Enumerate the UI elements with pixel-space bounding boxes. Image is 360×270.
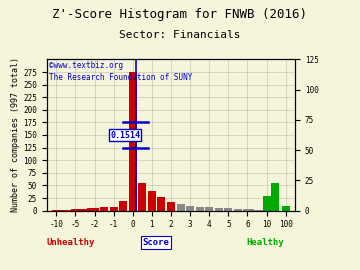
Bar: [91, 208, 99, 211]
Bar: [66, 210, 74, 211]
Bar: [60, 210, 68, 211]
Text: ©www.textbiz.org: ©www.textbiz.org: [49, 61, 123, 70]
Text: 0.1514: 0.1514: [110, 130, 140, 140]
Bar: [100, 207, 108, 211]
Bar: [205, 207, 213, 211]
Bar: [69, 210, 77, 211]
Bar: [110, 207, 118, 211]
Bar: [119, 201, 127, 211]
Text: Sector: Financials: Sector: Financials: [119, 30, 241, 40]
Bar: [138, 183, 147, 211]
Bar: [234, 209, 242, 211]
Bar: [75, 209, 83, 211]
Bar: [263, 208, 271, 211]
Bar: [129, 72, 137, 211]
Bar: [215, 208, 223, 211]
Bar: [282, 209, 290, 211]
Bar: [84, 209, 92, 211]
Text: Unhealthy: Unhealthy: [47, 238, 95, 247]
Bar: [271, 207, 279, 211]
Bar: [71, 209, 80, 211]
Bar: [255, 210, 264, 211]
Bar: [56, 210, 64, 211]
Bar: [251, 210, 258, 211]
Text: Score: Score: [143, 238, 170, 247]
Bar: [52, 210, 60, 211]
Bar: [282, 205, 290, 211]
Bar: [263, 207, 271, 211]
Bar: [186, 205, 194, 211]
Bar: [263, 197, 271, 211]
Bar: [68, 210, 76, 211]
Bar: [157, 197, 166, 211]
Bar: [81, 209, 89, 211]
Bar: [246, 209, 254, 211]
Bar: [253, 210, 261, 211]
Bar: [176, 204, 185, 211]
Bar: [248, 210, 256, 211]
Bar: [224, 208, 232, 211]
Bar: [271, 208, 279, 211]
Bar: [271, 183, 279, 211]
Bar: [263, 205, 271, 211]
Bar: [78, 209, 86, 211]
Text: The Research Foundation of SUNY: The Research Foundation of SUNY: [49, 73, 193, 82]
Bar: [195, 207, 204, 211]
Y-axis label: Number of companies (997 total): Number of companies (997 total): [12, 58, 21, 212]
Bar: [148, 191, 156, 211]
Text: Healthy: Healthy: [247, 238, 284, 247]
Bar: [167, 201, 175, 211]
Bar: [87, 208, 95, 211]
Bar: [243, 209, 251, 211]
Bar: [64, 210, 72, 211]
Text: Z'-Score Histogram for FNWB (2016): Z'-Score Histogram for FNWB (2016): [53, 8, 307, 21]
